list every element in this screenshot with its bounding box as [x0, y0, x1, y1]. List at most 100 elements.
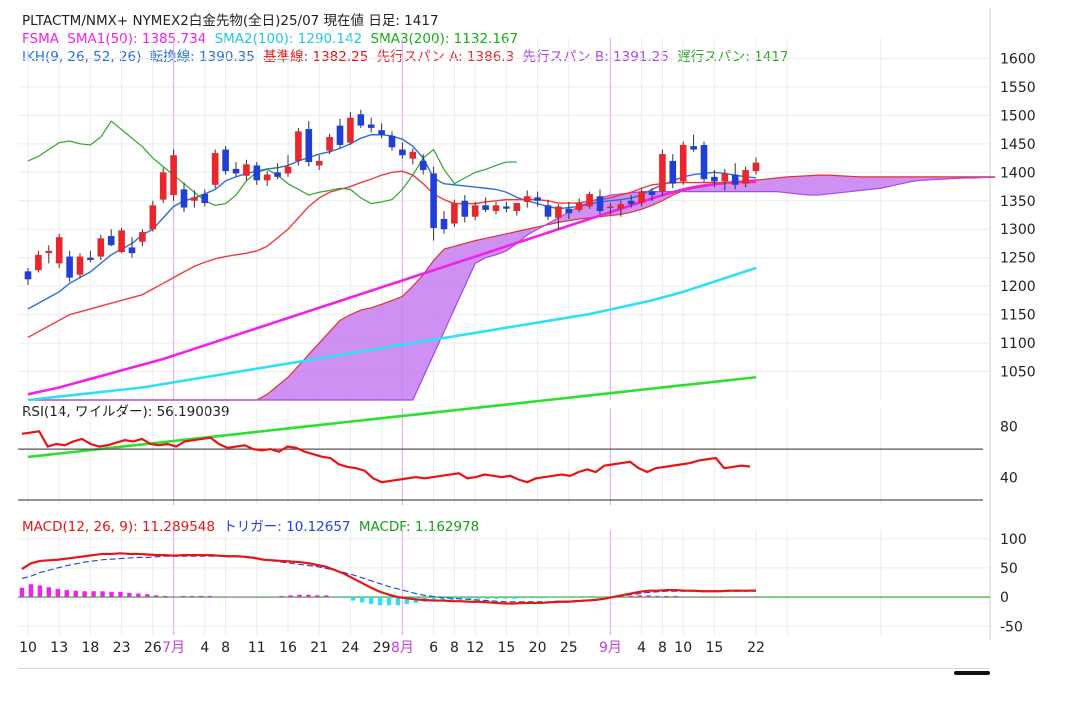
- candle-body: [180, 189, 188, 208]
- candle-body: [357, 114, 365, 126]
- macdf-bar: [315, 595, 320, 598]
- candle-body: [107, 236, 115, 246]
- candle: [87, 250, 94, 263]
- macdf-bar: [225, 596, 231, 598]
- candle-body: [388, 135, 396, 148]
- candle: [24, 267, 32, 286]
- macdf-bar: [521, 597, 526, 599]
- candle-body: [284, 166, 292, 174]
- candles: [24, 109, 760, 286]
- candle: [315, 155, 323, 171]
- macdf-bar: [91, 591, 96, 598]
- candle: [76, 253, 84, 279]
- grid-lines: [18, 38, 990, 635]
- candle-body: [451, 203, 458, 224]
- candle: [191, 190, 198, 208]
- candle-body: [700, 144, 708, 180]
- macdf-bar: [386, 597, 392, 606]
- candle-body: [503, 206, 510, 209]
- candle: [149, 200, 157, 232]
- x-tick-label: 8: [450, 640, 459, 656]
- candle: [471, 201, 479, 221]
- macdf-bar: [556, 597, 562, 598]
- candle: [35, 250, 42, 273]
- macd-tick-label: 0: [1000, 590, 1009, 606]
- macdf-bar: [306, 594, 311, 598]
- x-tick-label: 11: [248, 640, 266, 656]
- candle: [409, 148, 417, 165]
- chart-title: PLTACTM/NMX+ NYMEX2白金先物(全日)25/07 現在値 日足:…: [22, 13, 439, 29]
- candle: [263, 171, 271, 186]
- scroll-thumb[interactable]: [954, 671, 990, 675]
- candle-body: [87, 257, 94, 260]
- macdf-bar: [64, 590, 69, 598]
- price-tick-label: 1500: [1000, 108, 1036, 124]
- candle: [118, 228, 125, 254]
- macdf-bar: [297, 594, 302, 598]
- candle: [388, 131, 396, 151]
- candle-body: [139, 232, 146, 242]
- x-tick-label: 18: [81, 640, 99, 656]
- candle-body: [24, 271, 32, 280]
- sma2-line: [27, 266, 757, 402]
- candle-body: [253, 165, 261, 181]
- candle-body: [222, 149, 229, 172]
- macdf-bar: [485, 597, 490, 599]
- price-tick-label: 1300: [1000, 222, 1036, 238]
- macdf-bar: [467, 597, 472, 600]
- x-tick-label: 21: [310, 640, 328, 656]
- macdf-bar: [19, 587, 25, 598]
- candle-body: [45, 250, 53, 254]
- price-tick-label: 1400: [1000, 165, 1036, 181]
- macdf-bar: [377, 597, 383, 606]
- macdf-bar: [73, 590, 78, 598]
- candle-body: [721, 173, 729, 182]
- candle-body: [201, 193, 209, 204]
- macd-line: [21, 552, 757, 605]
- macdf-bar: [243, 596, 248, 598]
- candle-body: [274, 172, 281, 177]
- rsi-header: RSI(14, ワイルダー): 56.190039: [22, 403, 234, 421]
- x-tick-label: 4: [637, 640, 646, 656]
- candle: [679, 141, 687, 185]
- macdf-bar: [628, 595, 633, 598]
- macdf-bar: [619, 596, 624, 598]
- candle-body: [378, 130, 385, 135]
- candle: [159, 167, 167, 204]
- candle-body: [544, 205, 552, 217]
- candle-body: [128, 247, 136, 254]
- x-tick-label: 9月: [599, 640, 622, 656]
- macdf-bar: [261, 597, 266, 598]
- macdf-bar: [37, 585, 43, 598]
- candle: [336, 118, 344, 149]
- macdf-bar: [404, 597, 410, 605]
- macdf-bar: [145, 594, 150, 598]
- x-tick-label: 23: [113, 640, 131, 656]
- candle-body: [638, 191, 645, 204]
- candle: [180, 182, 188, 213]
- candle: [451, 199, 458, 227]
- x-tick-label: 8: [221, 640, 230, 656]
- macdf-bar: [279, 595, 284, 598]
- candle-body: [35, 254, 42, 271]
- candle-body: [482, 205, 489, 210]
- candle-body: [679, 144, 687, 182]
- candle-body: [191, 197, 198, 201]
- candle-body: [555, 206, 562, 218]
- macdf-bar: [503, 597, 508, 599]
- ikh-label: IKH(9, 26, 52, 26): [22, 49, 142, 65]
- candle: [492, 201, 500, 215]
- candle: [367, 117, 375, 133]
- candle: [253, 162, 261, 185]
- macdf-bar: [395, 597, 401, 606]
- x-tick-label: 8月: [391, 640, 414, 656]
- candle-body: [76, 256, 84, 275]
- candle: [482, 197, 489, 213]
- macdf-bar: [180, 595, 186, 598]
- candle: [586, 191, 593, 209]
- chart-scrollbar[interactable]: [18, 668, 990, 677]
- macdf-bar: [717, 597, 723, 598]
- candle-body: [492, 205, 500, 212]
- macdf-bar: [592, 597, 598, 598]
